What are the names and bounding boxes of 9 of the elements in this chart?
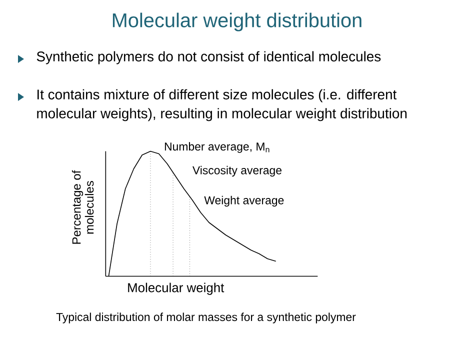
annotation: Number average, M$_{n}$ xyxy=(164,142,270,153)
annotation: Weight average xyxy=(204,196,284,207)
x-axis-title: Molecular weight xyxy=(128,282,224,295)
y-axis-title: Percentage of molecules xyxy=(72,170,94,244)
text: Typical distribution of molar masses for a synthetic polymer xyxy=(56,312,356,324)
text: Synthetic polymers do not consist of identical molecules xyxy=(36,51,381,64)
text: It contains mixture of different size molecules (i.e. different molecular weights), resulting in molecular weight distribution xyxy=(37,89,407,122)
annotation: Viscosity average xyxy=(192,166,282,177)
chart-title: Molecular weight distribution xyxy=(112,12,362,32)
